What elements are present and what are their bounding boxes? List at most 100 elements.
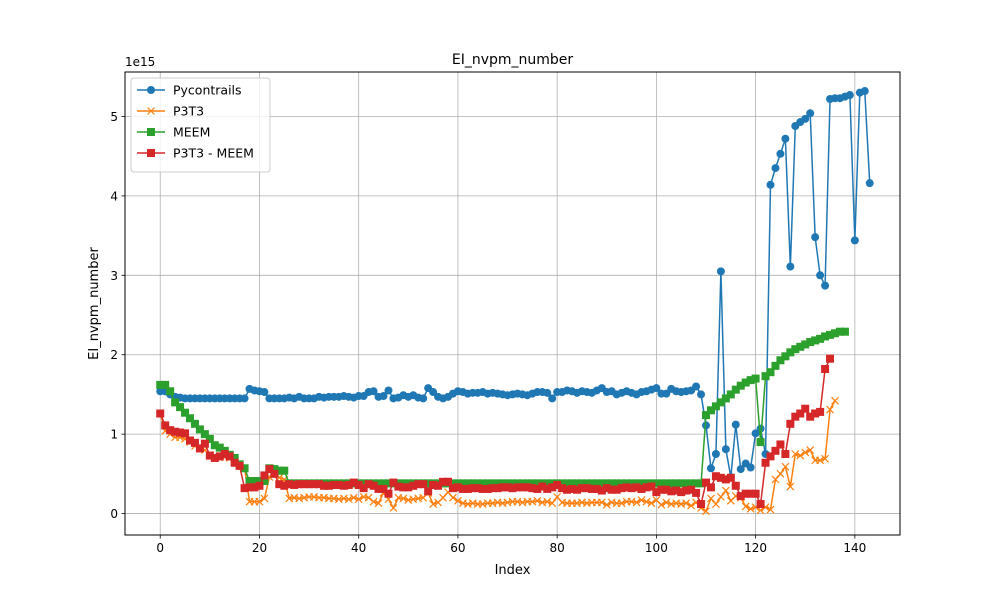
data-point	[721, 475, 730, 484]
data-point	[290, 480, 299, 489]
data-point	[548, 394, 557, 403]
data-point	[781, 449, 790, 458]
data-point	[399, 494, 408, 503]
data-point	[637, 484, 646, 493]
data-point	[439, 477, 448, 486]
data-point	[736, 492, 745, 501]
data-point	[731, 385, 740, 394]
data-point	[478, 479, 487, 488]
data-point	[771, 446, 780, 455]
data-point	[344, 495, 353, 504]
legend-marker	[147, 149, 155, 157]
data-point	[374, 484, 383, 493]
data-point	[359, 479, 368, 488]
data-point	[647, 499, 656, 508]
data-point	[607, 485, 616, 494]
data-point	[538, 482, 547, 491]
data-point	[473, 479, 482, 488]
data-point	[627, 484, 636, 493]
data-point	[528, 484, 537, 493]
data-point	[156, 409, 165, 418]
data-point	[473, 484, 482, 493]
plot-frame	[124, 71, 901, 536]
data-point	[771, 164, 780, 173]
data-point	[548, 499, 557, 508]
data-point	[826, 330, 835, 339]
data-point	[746, 376, 755, 385]
data-point	[166, 387, 175, 396]
data-point	[577, 479, 586, 488]
data-point	[806, 109, 815, 118]
data-point	[806, 446, 815, 454]
data-point	[205, 434, 214, 443]
x-axis-label: Index	[495, 563, 531, 578]
data-point	[265, 465, 274, 474]
data-point	[831, 329, 840, 338]
data-point	[230, 453, 239, 462]
legend: Pycontrails P3T3 MEEM P3T3 - MEEM	[130, 77, 271, 173]
data-point	[642, 483, 651, 492]
data-point	[424, 487, 433, 496]
legend-item: MEEM	[137, 125, 210, 140]
y-tick-label: 3	[110, 269, 118, 283]
data-point	[300, 480, 309, 489]
legend-marker	[147, 128, 155, 136]
data-point	[617, 479, 626, 488]
data-point	[329, 480, 338, 489]
data-point	[652, 384, 661, 393]
data-point	[652, 488, 661, 497]
data-point	[746, 504, 755, 513]
data-point	[786, 419, 795, 428]
data-point	[746, 463, 755, 472]
data-point	[766, 452, 775, 461]
data-point	[483, 484, 492, 493]
data-point	[195, 425, 204, 434]
data-point	[692, 479, 701, 488]
data-point	[657, 500, 666, 509]
legend-marker	[147, 107, 155, 115]
data-point	[185, 414, 194, 423]
data-point	[409, 481, 418, 490]
data-point	[682, 479, 691, 488]
data-point	[349, 478, 358, 487]
y-tick-label: 0	[110, 507, 118, 521]
data-point	[682, 499, 691, 508]
data-point	[702, 507, 710, 516]
data-point	[741, 489, 750, 498]
data-point	[240, 464, 249, 473]
data-point	[518, 483, 527, 492]
data-point	[319, 481, 328, 490]
data-point	[860, 87, 869, 96]
data-point	[548, 483, 557, 492]
data-point	[443, 477, 452, 486]
data-point	[662, 498, 671, 507]
data-point	[568, 484, 577, 493]
data-point	[687, 485, 696, 494]
data-point	[602, 484, 611, 493]
data-point	[711, 472, 720, 481]
data-point	[453, 496, 462, 505]
legend-label: Pycontrails	[173, 83, 242, 98]
data-point	[394, 482, 403, 491]
data-point	[369, 387, 378, 396]
data-point	[448, 479, 457, 488]
data-point	[632, 498, 641, 507]
data-point	[424, 479, 433, 488]
data-point	[528, 479, 537, 488]
data-point	[458, 479, 467, 488]
data-point	[176, 428, 185, 437]
data-point	[463, 479, 472, 488]
data-point	[702, 478, 711, 487]
data-point	[543, 497, 552, 506]
legend-box	[130, 77, 271, 173]
data-point	[831, 396, 839, 405]
data-point	[354, 495, 363, 504]
data-point	[597, 479, 606, 488]
data-point	[796, 409, 805, 418]
y-axis: 0 1 2 3 4 5	[110, 110, 125, 521]
data-point	[791, 345, 800, 354]
plot-series	[156, 87, 874, 516]
data-point	[692, 488, 701, 497]
data-point	[791, 412, 800, 421]
data-point	[781, 462, 790, 471]
